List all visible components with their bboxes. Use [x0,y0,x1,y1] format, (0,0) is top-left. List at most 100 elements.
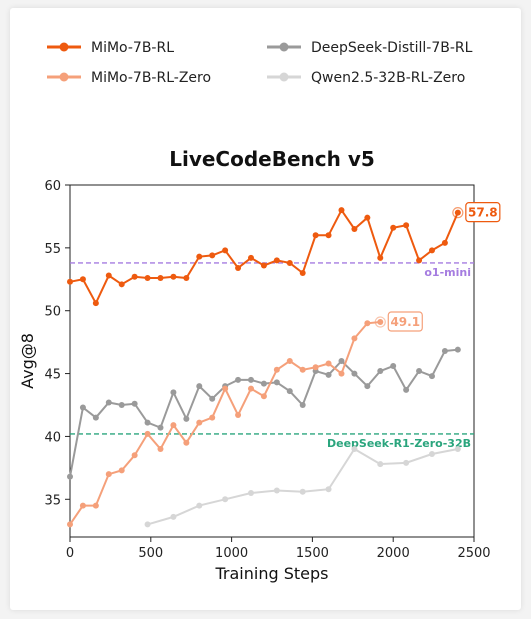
data-point [67,278,73,285]
series-line [69,348,458,477]
data-point [364,320,371,327]
data-point [157,446,164,452]
end-point-halo [374,316,386,328]
data-point [299,270,306,276]
data-point [454,446,461,452]
data-point [403,386,410,393]
data-point [273,257,280,264]
data-point [170,422,177,429]
data-point [183,275,190,282]
data-point [403,222,410,229]
x-tick-label: 2500 [457,546,490,561]
data-point [390,363,397,370]
data-point [312,232,319,239]
data-point [351,226,358,232]
data-point [428,247,435,254]
data-point [79,276,86,283]
data-point [196,253,203,260]
data-point [441,239,448,246]
data-point [260,380,267,387]
data-point [351,335,358,342]
x-axis-label: Training Steps [215,564,329,583]
data-point [118,467,125,474]
data-point [273,487,280,494]
data-point [67,521,73,528]
reference-line-label: DeepSeek-R1-Zero-32B [327,437,471,450]
data-point [377,254,384,261]
y-tick-label: 55 [44,242,61,257]
data-point [222,496,229,503]
legend-marker [59,72,69,82]
plot-frame [69,184,475,538]
data-point [351,446,358,452]
data-point [118,402,125,408]
data-point [416,257,423,264]
data-point [299,402,306,408]
data-point [325,360,332,367]
data-point [67,473,73,480]
data-point [377,461,384,468]
data-point [338,370,345,377]
data-point [325,371,332,378]
legend-label: MiMo-7B-RL-Zero [91,70,211,86]
data-point [222,385,229,392]
data-point [286,259,293,266]
y-tick-label: 60 [44,179,61,194]
x-tick-label: 2000 [377,546,410,561]
data-point [428,373,435,380]
x-tick-label: 1500 [296,546,329,561]
data-point [79,404,86,411]
data-point [170,513,177,520]
data-point [183,415,190,422]
x-tick-label: 500 [138,546,163,561]
legend-label: DeepSeek-Distill-7B-RL [311,40,473,56]
y-tick-label: 45 [44,368,61,383]
y-tick-label: 35 [44,493,61,508]
data-point [403,459,410,466]
data-point [196,419,203,426]
data-point [454,346,461,353]
data-point [273,366,280,373]
reference-line-label: o1-mini [424,266,471,279]
data-point [144,275,151,282]
data-point [209,414,216,421]
series-line [147,447,459,526]
data-point [247,490,254,496]
end-point-halo [452,207,464,219]
data-point [157,275,164,282]
end-value-label: 57.8 [468,206,498,220]
data-point [299,488,306,495]
data-point [235,264,242,271]
data-point [170,273,177,280]
data-point [170,389,177,396]
data-point [247,376,254,383]
legend-label: MiMo-7B-RL [91,40,174,56]
data-point [92,502,99,509]
series-line [69,208,459,306]
chart-title: LiveCodeBench v5 [169,147,375,171]
data-point [92,300,99,307]
legend-label: Qwen2.5-32B-RL-Zero [311,70,465,86]
data-point [105,272,112,279]
data-point [131,273,138,280]
data-point [247,385,254,392]
data-point [286,388,293,395]
data-point [235,376,242,383]
series-line [69,321,381,525]
x-tick-label: 0 [66,546,74,561]
end-value-box [465,202,501,223]
data-point [325,486,332,493]
data-point [338,358,345,364]
data-point [428,451,435,458]
end-value-label: 49.1 [390,315,420,329]
data-point [209,252,216,259]
x-tick-label: 1000 [215,546,248,561]
data-point [260,262,267,269]
data-point [105,471,112,478]
data-point [273,379,280,386]
y-tick-label: 50 [44,305,61,320]
data-point [92,414,99,421]
data-point [260,393,267,400]
data-point [299,366,306,373]
